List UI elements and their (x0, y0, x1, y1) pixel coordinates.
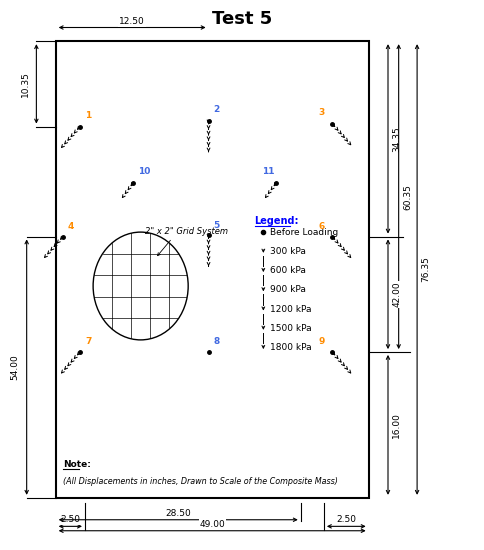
Text: 76.35: 76.35 (421, 256, 429, 283)
Text: 8: 8 (213, 338, 219, 346)
Text: 3: 3 (318, 108, 324, 117)
Text: 2.50: 2.50 (60, 515, 80, 524)
Text: 9: 9 (318, 338, 324, 346)
Text: 42.00: 42.00 (392, 282, 400, 307)
Text: 28.50: 28.50 (165, 509, 191, 518)
Text: 49.00: 49.00 (199, 520, 225, 529)
Text: Legend:: Legend: (254, 216, 299, 225)
Text: 1800 kPa: 1800 kPa (270, 343, 311, 352)
Text: 2.50: 2.50 (335, 515, 356, 524)
Text: Test 5: Test 5 (212, 10, 272, 28)
Text: 60.35: 60.35 (402, 184, 411, 210)
Text: 11: 11 (261, 167, 274, 176)
Text: 900 kPa: 900 kPa (270, 285, 305, 294)
Circle shape (93, 232, 188, 340)
Text: 10.35: 10.35 (21, 71, 30, 97)
Text: 1200 kPa: 1200 kPa (270, 305, 311, 314)
Text: 600 kPa: 600 kPa (270, 266, 305, 275)
Text: 7: 7 (85, 338, 91, 346)
Text: 12.50: 12.50 (119, 18, 145, 26)
Text: 1: 1 (85, 111, 91, 120)
Text: 54.00: 54.00 (10, 354, 19, 380)
Text: 34.35: 34.35 (392, 126, 400, 152)
Text: 300 kPa: 300 kPa (270, 247, 305, 256)
Text: 2" x 2" Grid System: 2" x 2" Grid System (145, 228, 228, 236)
Text: 2: 2 (213, 106, 219, 114)
Text: 6: 6 (318, 222, 324, 231)
Text: (All Displacements in inches, Drawn to Scale of the Composite Mass): (All Displacements in inches, Drawn to S… (63, 477, 337, 486)
Text: 10: 10 (138, 167, 151, 176)
Text: 5: 5 (213, 221, 219, 230)
Text: 1500 kPa: 1500 kPa (270, 324, 311, 333)
Text: Before Loading: Before Loading (270, 228, 338, 236)
Bar (56, 41, 368, 498)
Text: 4: 4 (68, 222, 74, 231)
Text: 16.00: 16.00 (392, 412, 400, 438)
Text: Note:: Note: (63, 460, 91, 469)
